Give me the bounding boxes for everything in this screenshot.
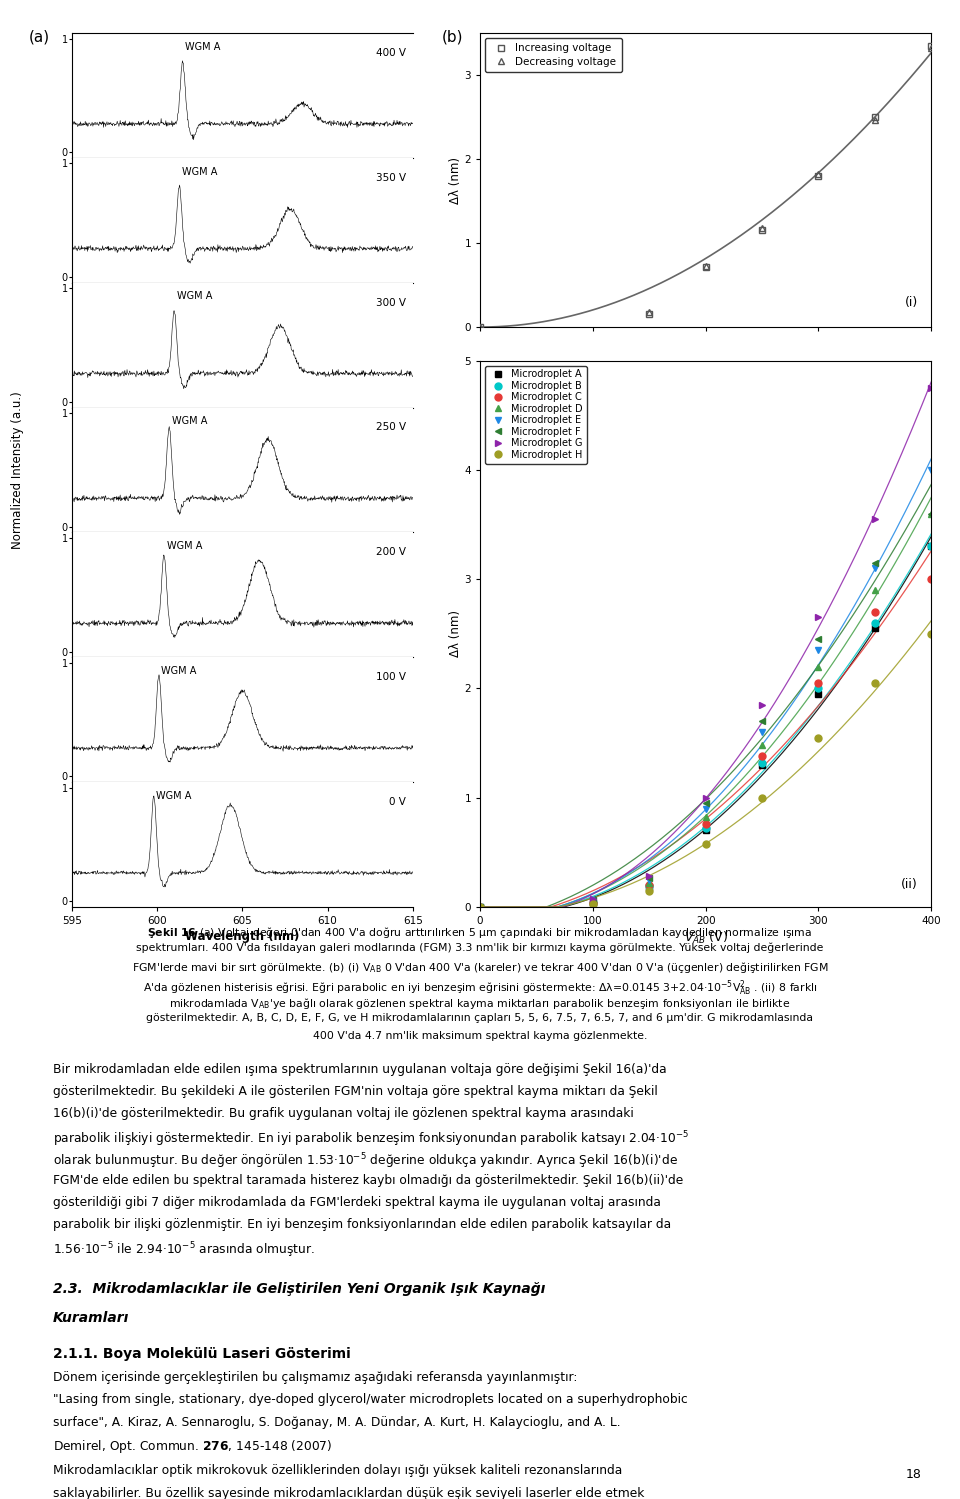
Text: saklayabilirler. Bu özellik sayesinde mikrodamlacıklardan düşük eşik seviyeli la: saklayabilirler. Bu özellik sayesinde mi… — [53, 1487, 644, 1499]
Text: Dönem içerisinde gerçekleştirilen bu çalışmamız aşağıdaki referansda yayınlanmış: Dönem içerisinde gerçekleştirilen bu çal… — [53, 1372, 577, 1384]
Text: WGM A: WGM A — [177, 291, 212, 301]
X-axis label: Wavelength (nm): Wavelength (nm) — [185, 929, 300, 943]
Text: A'da gözlenen histerisis eğrisi. Eğri parabolic en iyi benzeşim eğrisini gösterm: A'da gözlenen histerisis eğrisi. Eğri pa… — [143, 977, 817, 997]
Text: 2.1.1. Boya Molekülü Laseri Gösterimi: 2.1.1. Boya Molekülü Laseri Gösterimi — [53, 1346, 350, 1361]
X-axis label: $V_{AB}$ (V): $V_{AB}$ (V) — [684, 929, 728, 946]
Text: WGM A: WGM A — [172, 417, 207, 426]
Text: 100 V: 100 V — [376, 672, 406, 682]
Legend: Microdroplet A, Microdroplet B, Microdroplet C, Microdroplet D, Microdroplet E, : Microdroplet A, Microdroplet B, Microdro… — [485, 366, 587, 463]
Text: Mikrodamlacıklar optik mikrokovuk özelliklerinden dolayı ışığı yüksek kaliteli r: Mikrodamlacıklar optik mikrokovuk özelli… — [53, 1465, 622, 1478]
Text: gösterildiği gibi 7 diğer mikrodamlada da FGM'lerdeki spektral kayma ile uygulan: gösterildiği gibi 7 diğer mikrodamlada d… — [53, 1196, 660, 1210]
Text: (i): (i) — [904, 297, 918, 309]
Legend: Increasing voltage, Decreasing voltage: Increasing voltage, Decreasing voltage — [485, 37, 622, 72]
Text: Bir mikrodamladan elde edilen ışıma spektrumlarının uygulanan voltaja göre değiş: Bir mikrodamladan elde edilen ışıma spek… — [53, 1063, 666, 1076]
Text: olarak bulunmuştur. Bu değer öngörülen 1.53·10$^{-5}$ değerine oldukça yakındır.: olarak bulunmuştur. Bu değer öngörülen 1… — [53, 1151, 678, 1171]
Text: 18: 18 — [905, 1468, 922, 1481]
Text: (a): (a) — [29, 30, 50, 45]
Text: 250 V: 250 V — [376, 423, 406, 433]
Text: FGM'de elde edilen bu spektral taramada histerez kaybı olmadığı da gösterilmekte: FGM'de elde edilen bu spektral taramada … — [53, 1174, 684, 1187]
Text: parabolik ilişkiyi göstermektedir. En iyi parabolik benzeşim fonksiyonundan para: parabolik ilişkiyi göstermektedir. En iy… — [53, 1129, 689, 1150]
Text: parabolik bir ilişki gözlenmiştir. En iyi benzeşim fonksiyonlarından elde edilen: parabolik bir ilişki gözlenmiştir. En iy… — [53, 1219, 671, 1231]
Text: WGM A: WGM A — [156, 791, 192, 800]
Text: (ii): (ii) — [900, 877, 918, 890]
Text: mikrodamlada V$_{\mathregular{AB}}$'ye bağlı olarak gözlenen spektral kayma mikt: mikrodamlada V$_{\mathregular{AB}}$'ye b… — [169, 995, 791, 1010]
Text: 400 V: 400 V — [376, 48, 406, 58]
Text: $\bf{Şekil\ 16}$ (a) Voltaj değeri 0'dan 400 V'a doğru arttırılırken 5 μm çapınd: $\bf{Şekil\ 16}$ (a) Voltaj değeri 0'dan… — [148, 925, 812, 940]
Text: gösterilmektedir. Bu şekildeki A ile gösterilen FGM'nin voltaja göre spektral ka: gösterilmektedir. Bu şekildeki A ile gös… — [53, 1085, 658, 1099]
Text: spektrumları. 400 V'da fısıldayan galeri modlarında (FGM) 3.3 nm'lik bir kırmızı: spektrumları. 400 V'da fısıldayan galeri… — [136, 943, 824, 953]
Y-axis label: Δλ (nm): Δλ (nm) — [448, 156, 462, 204]
Text: FGM'lerde mavi bir sırt görülmekte. (b) (i) V$_{\mathregular{AB}}$ 0 V'dan 400 V: FGM'lerde mavi bir sırt görülmekte. (b) … — [132, 961, 828, 976]
Text: WGM A: WGM A — [161, 666, 197, 676]
Text: surface", A. Kiraz, A. Sennaroglu, S. Doğanay, M. A. Dündar, A. Kurt, H. Kalayci: surface", A. Kiraz, A. Sennaroglu, S. Do… — [53, 1415, 620, 1429]
Text: (b): (b) — [442, 30, 463, 45]
Text: WGM A: WGM A — [185, 42, 221, 52]
Text: WGM A: WGM A — [167, 541, 202, 552]
Text: WGM A: WGM A — [181, 166, 217, 177]
Text: 0 V: 0 V — [389, 797, 406, 806]
Text: 2.3.  Mikrodamlacıklar ile Geliştirilen Yeni Organik Işık Kaynağı: 2.3. Mikrodamlacıklar ile Geliştirilen Y… — [53, 1283, 545, 1297]
Text: Demirel, Opt. Commun. $\bf{276}$, 145-148 (2007): Demirel, Opt. Commun. $\bf{276}$, 145-14… — [53, 1438, 332, 1456]
Text: 1.56·10$^{-5}$ ile 2.94·10$^{-5}$ arasında olmuştur.: 1.56·10$^{-5}$ ile 2.94·10$^{-5}$ arasın… — [53, 1240, 315, 1261]
Text: 400 V'da 4.7 nm'lik maksimum spektral kayma gözlenmekte.: 400 V'da 4.7 nm'lik maksimum spektral ka… — [313, 1031, 647, 1040]
Text: "Lasing from single, stationary, dye-doped glycerol/water microdroplets located : "Lasing from single, stationary, dye-dop… — [53, 1394, 687, 1406]
Text: 300 V: 300 V — [376, 298, 406, 307]
Text: 16(b)(i)'de gösterilmektedir. Bu grafik uygulanan voltaj ile gözlenen spektral k: 16(b)(i)'de gösterilmektedir. Bu grafik … — [53, 1108, 634, 1120]
Text: Kuramları: Kuramları — [53, 1312, 130, 1325]
Text: 350 V: 350 V — [376, 172, 406, 183]
Text: gösterilmektedir. A, B, C, D, E, F, G, ve H mikrodamlalarının çapları 5, 5, 6, 7: gösterilmektedir. A, B, C, D, E, F, G, v… — [147, 1013, 813, 1024]
Text: Normalized Intensity (a.u.): Normalized Intensity (a.u.) — [11, 391, 24, 549]
Text: 200 V: 200 V — [376, 547, 406, 558]
Y-axis label: Δλ (nm): Δλ (nm) — [448, 610, 462, 657]
